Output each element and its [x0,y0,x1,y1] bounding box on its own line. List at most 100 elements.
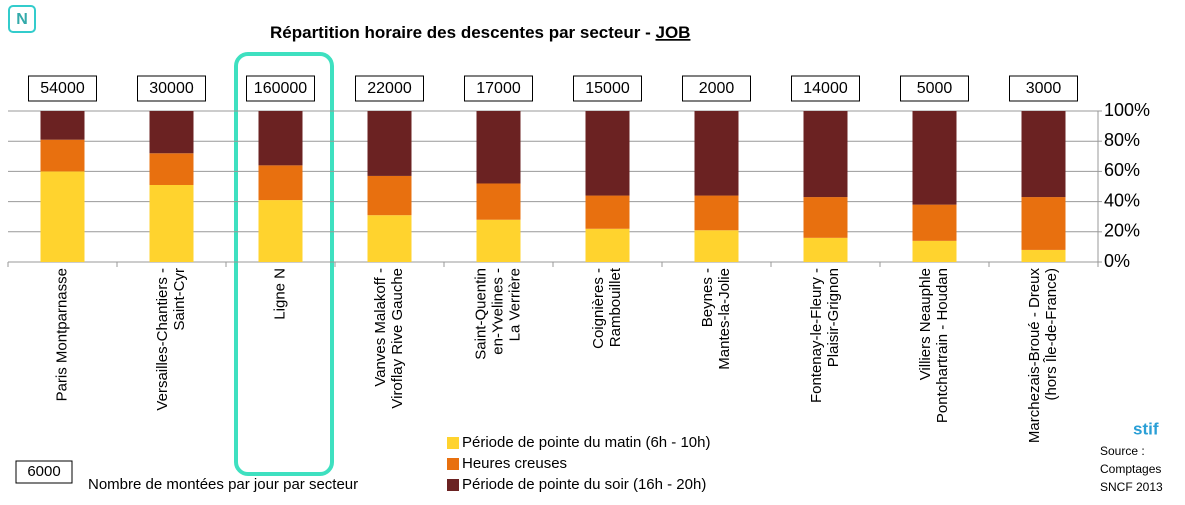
total-label: 17000 [476,80,521,97]
bar-segment [585,228,630,262]
bar-segment [803,111,848,198]
x-tick-line: Rambouillet [607,267,624,347]
x-tick-line: Ligne N [271,268,288,320]
x-tick-line: Vanves Malakoff - [372,268,389,387]
bar-segment [258,200,303,262]
bar-segment [367,111,412,176]
x-tick-line: Coignières - [590,268,607,349]
total-label: 5000 [917,80,953,97]
x-tick-label: Fontenay-le-Fleury -Plaisir-Grignon [808,268,842,403]
total-label: 30000 [149,80,194,97]
bar-segment [585,195,630,229]
highlight-box [234,52,334,476]
note-text: Nombre de montées par jour par secteur [88,476,358,493]
bar-segment [258,165,303,201]
title: Répartition horaire des descentes par se… [270,23,651,42]
bar-segment [476,219,521,262]
legend-label: Période de pointe du soir (16h - 20h) [462,476,706,493]
logo: N [16,11,28,28]
legend-swatch [447,437,459,449]
source-logo: stif [1133,419,1159,438]
x-tick-label: Saint-Quentinen-Yvelines -La Verrière [472,268,523,360]
y-tick-label: 60% [1104,160,1140,180]
bar-segment [803,237,848,262]
x-tick-label: Beynes -Mantes-la-Jolie [699,268,733,370]
total-label: 3000 [1026,80,1062,97]
x-tick-line: La Verrière [506,268,523,341]
bar-segment [694,111,739,196]
total-box [246,75,315,102]
x-tick-line: Beynes - [699,268,716,327]
note-example: 6000 [27,463,60,480]
x-tick-line: Villiers Neauphle [917,268,934,380]
y-tick-label: 80% [1104,130,1140,150]
bar-segment [912,240,957,262]
bar-segment [476,183,521,220]
bar-segment [40,111,85,140]
legend-label: Heures creuses [462,455,567,472]
total-box [1009,75,1078,102]
x-tick-label: Marchezais-Broué - Dreux(hors Île-de-Fra… [1026,268,1060,444]
bar-segment [803,197,848,238]
legend-swatch [447,479,459,491]
note-box [15,460,73,484]
x-tick-line: Fontenay-le-Fleury - [808,268,825,403]
x-tick-line: (hors Île-de-France) [1043,268,1060,401]
bar-segment [149,184,194,262]
x-tick-label: Vanves Malakoff -Viroflay Rive Gauche [372,268,406,409]
y-tick-label: 40% [1104,190,1140,210]
bar-segment [149,153,194,185]
total-label: 54000 [40,80,85,97]
bar-segment [367,175,412,216]
bar-segment [694,195,739,231]
bar-segment [585,111,630,196]
logo-box [8,5,36,33]
total-label: 2000 [699,80,735,97]
x-tick-line: Viroflay Rive Gauche [389,268,406,409]
bar-segment [1021,249,1066,262]
bar-segment [367,215,412,262]
x-tick-line: Paris Montparnasse [53,268,70,401]
x-tick-line: Saint-Cyr [171,268,188,331]
x-tick-label: Villiers NeauphlePontchartrain - Houdan [917,268,951,423]
x-tick-label: Paris Montparnasse [53,268,70,401]
x-tick-line: Mantes-la-Jolie [716,268,733,370]
total-box [791,75,860,102]
total-box [682,75,751,102]
legend-swatch [447,458,459,470]
total-label: 22000 [367,80,412,97]
bar-segment [1021,197,1066,250]
total-box [900,75,969,102]
bar-segment [1021,111,1066,198]
bar-segment [40,139,85,172]
x-tick-label: Coignières -Rambouillet [590,267,624,349]
source-line: Source : [1100,444,1145,458]
bar-segment [912,111,957,205]
x-tick-line: Pontchartrain - Houdan [934,268,951,423]
bar-segment [40,171,85,262]
title-highlight: JOB [655,23,690,42]
bar-segment [149,111,194,154]
total-box [28,75,97,102]
source-line: Comptages [1100,462,1161,476]
x-tick-line: Versailles-Chantiers - [154,268,171,411]
chart-title: Répartition horaire des descentes par se… [270,23,690,42]
x-tick-line: Plaisir-Grignon [825,268,842,367]
bar-segment [694,230,739,262]
x-tick-line: en-Yvelines - [489,268,506,355]
total-label: 14000 [803,80,848,97]
total-box [137,75,206,102]
x-tick-label: Ligne N [271,268,288,320]
bar-segment [476,111,521,184]
y-tick-label: 100% [1104,100,1150,120]
bar-segment [258,111,303,166]
total-box [573,75,642,102]
x-tick-label: Versailles-Chantiers -Saint-Cyr [154,268,188,411]
x-tick-line: Marchezais-Broué - Dreux [1026,268,1043,444]
total-box [464,75,533,102]
y-tick-label: 0% [1104,251,1130,271]
total-box [355,75,424,102]
source-line: SNCF 2013 [1100,480,1163,494]
y-tick-label: 20% [1104,221,1140,241]
